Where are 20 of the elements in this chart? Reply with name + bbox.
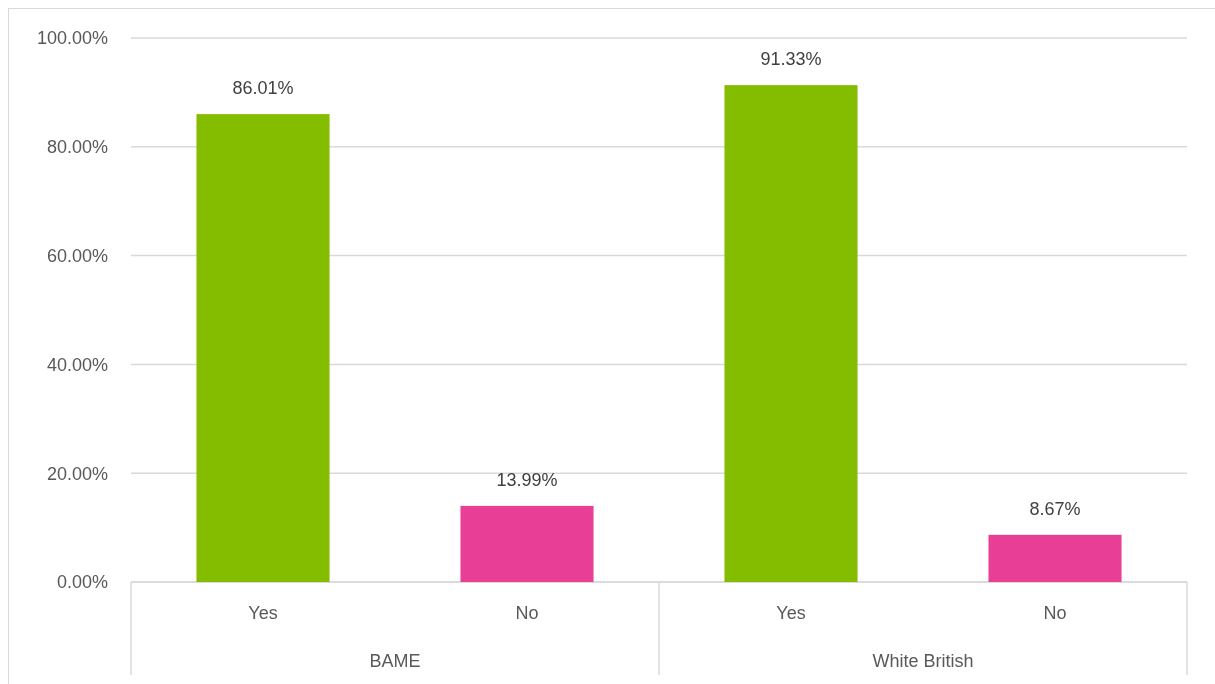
y-tick-label: 0.00% <box>56 572 108 593</box>
x-tick-label: White British <box>872 651 974 671</box>
data-label: 8.67% <box>1029 498 1081 519</box>
bar <box>724 85 858 582</box>
series-label: Yes <box>248 603 278 623</box>
x-tick-label: BAME <box>369 651 421 671</box>
data-label: 91.33% <box>760 49 822 70</box>
series-label: No <box>515 603 539 623</box>
text: Yes <box>776 603 806 623</box>
text: No <box>1043 603 1067 623</box>
y-tick-label: 80.00% <box>46 137 108 158</box>
y-tick-label: 60.00% <box>46 245 108 266</box>
bar <box>988 534 1122 582</box>
bar <box>460 505 594 582</box>
data-label: 86.01% <box>232 78 294 99</box>
y-tick-label: 40.00% <box>46 354 108 375</box>
data-label: 13.99% <box>496 469 558 490</box>
y-tick-label: 100.00% <box>36 28 108 49</box>
bar <box>196 114 330 582</box>
y-tick-label: 20.00% <box>46 463 108 484</box>
